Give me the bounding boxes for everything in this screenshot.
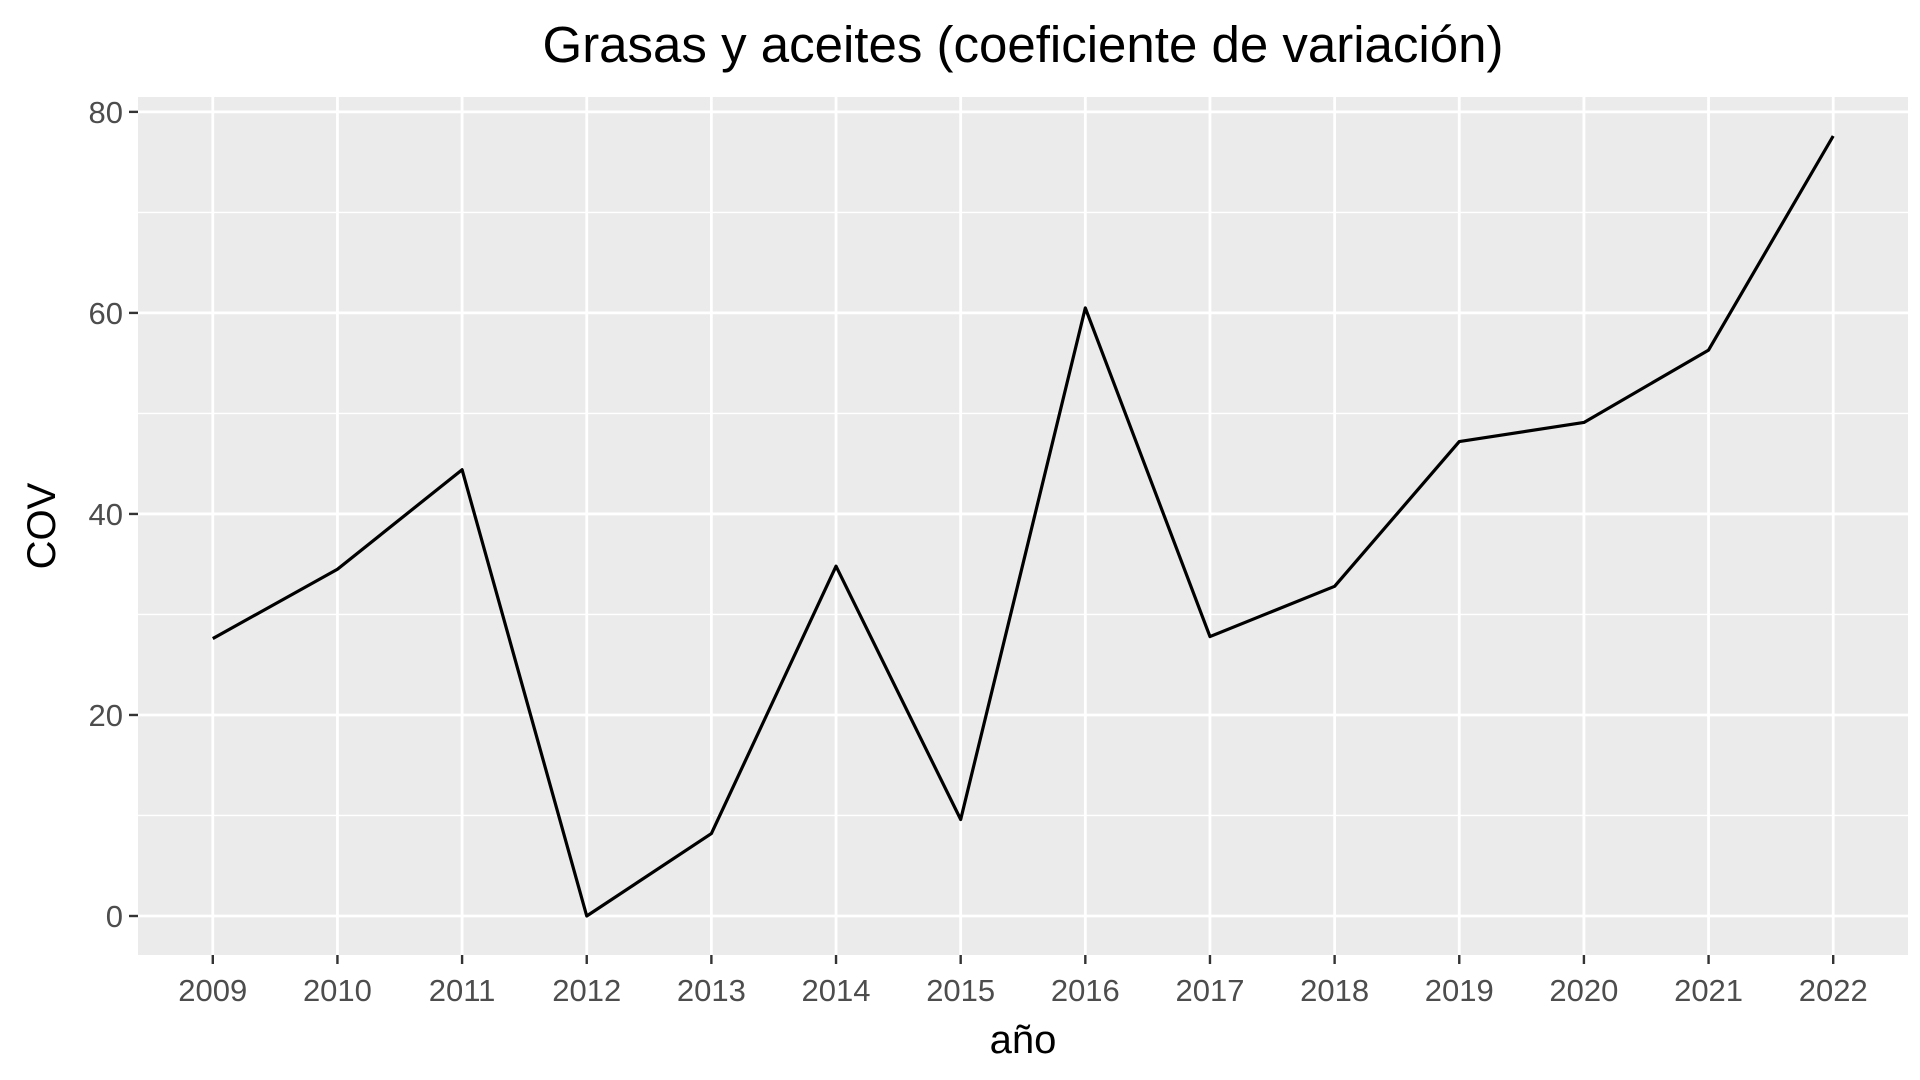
x-tick-label: 2012 [552,973,621,1008]
data-point [210,636,216,642]
data-point [1581,419,1587,425]
x-tick-label: 2020 [1549,973,1618,1008]
data-point [833,563,839,569]
series-layer [210,133,1836,919]
data-point [958,817,964,823]
minor-gridlines [138,211,1908,817]
x-tick-label: 2019 [1425,973,1494,1008]
data-point [584,913,590,919]
x-tick-label: 2013 [677,973,746,1008]
x-tick-label: 2021 [1674,973,1743,1008]
y-tick-label: 40 [89,497,123,532]
x-tick-label: 2014 [802,973,871,1008]
y-tick-label: 80 [89,95,123,130]
data-point [1706,347,1712,353]
x-axis-title: año [990,1018,1057,1062]
y-tick-label: 20 [89,698,123,733]
x-tick-label: 2015 [926,973,995,1008]
series-line [212,135,1835,918]
y-tick-label: 0 [106,899,123,934]
x-axis: 2009 2010 2011 2012 2013 2014 2015 2016 2017 2018… [178,955,1868,1008]
x-tick-label: 2010 [303,973,372,1008]
x-tick-label: 2017 [1175,973,1244,1008]
x-tick-label: 2018 [1300,973,1369,1008]
y-axis: 0 20 40 60 80 [89,95,138,934]
x-tick-label: 2022 [1799,973,1868,1008]
data-point [1456,439,1462,445]
y-tick-label: 60 [89,296,123,331]
data-point [1207,634,1213,640]
x-tick-label: 2011 [429,973,496,1008]
major-gridlines [138,97,1908,955]
y-axis-title: COV [20,482,64,569]
chart-title: Grasas y aceites (coeficiente de variaci… [543,16,1504,73]
data-point [334,566,340,572]
x-tick-label: 2016 [1051,973,1120,1008]
plot-panel [138,97,1908,955]
x-tick-label: 2009 [178,973,247,1008]
data-point [1082,305,1088,311]
data-point [459,467,465,473]
data-point [708,831,714,837]
data-point [1332,583,1338,589]
data-point [1830,133,1836,139]
